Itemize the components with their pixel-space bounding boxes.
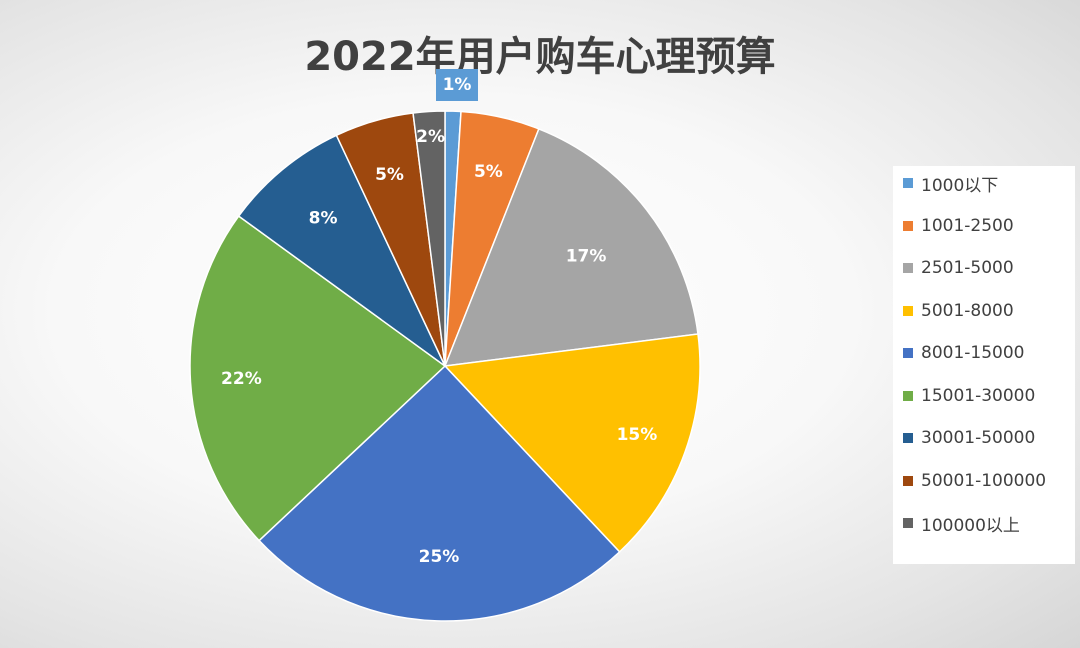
legend-item-5001-8000: 5001-8000: [903, 299, 1014, 323]
legend-label: 50001-100000: [921, 470, 1047, 491]
legend-swatch: [903, 348, 913, 358]
pie-slice-8001-15000: [258, 364, 621, 622]
data-label-8001-15000: 25%: [419, 547, 460, 567]
data-label-50001-100000: 5%: [375, 165, 404, 185]
data-label-box-1000以下: [436, 69, 478, 101]
pie-slice-5001-8000: [443, 333, 701, 553]
legend: 1000以下 1001-2500 2501-5000 5001-8000 8001-15…: [893, 166, 1075, 564]
legend-swatch: [903, 390, 913, 401]
legend-swatch: [903, 220, 913, 231]
data-label-100000以上: 2%: [416, 127, 445, 147]
data-label-15001-30000: 22%: [221, 369, 262, 389]
legend-label: 100000以上: [921, 515, 1020, 536]
legend-label: 5001-8000: [921, 300, 1014, 321]
data-label-1000以下: 1%: [443, 75, 472, 95]
legend-swatch: [903, 518, 913, 528]
legend-item-1000以下: 1000以下: [903, 171, 999, 196]
legend-label: 8001-15000: [921, 343, 1025, 363]
legend-item-30001-50000: 30001-50000: [903, 426, 1035, 450]
pie-slice-15001-30000: [189, 215, 447, 542]
legend-swatch: [903, 178, 913, 188]
legend-item-100000以上: 100000以上: [903, 511, 1020, 536]
pie-slice-100000以上: [412, 110, 446, 367]
legend-swatch: [903, 263, 913, 273]
legend-item-50001-100000: 50001-100000: [903, 469, 1046, 493]
legend-item-15001-30000: 15001-30000: [903, 384, 1035, 408]
legend-swatch: [903, 305, 913, 316]
legend-swatch: [903, 433, 913, 443]
legend-label: 1000以下: [921, 175, 999, 196]
legend-swatch: [903, 475, 913, 486]
data-label-5001-8000: 15%: [617, 425, 658, 445]
legend-label: 1001-2500: [921, 215, 1014, 236]
data-label-30001-50000: 8%: [309, 209, 338, 229]
legend-item-1001-2500: 1001-2500: [903, 214, 1014, 238]
chart-title: 2022年用户购车心理预算: [304, 34, 776, 80]
legend-label: 15001-30000: [921, 385, 1036, 406]
data-label-1001-2500: 5%: [474, 162, 503, 182]
legend-label: 30001-50000: [921, 428, 1036, 448]
legend-item-8001-15000: 8001-15000: [903, 341, 1024, 365]
pie-slice-2501-5000: [443, 127, 699, 367]
legend-label: 2501-5000: [921, 258, 1014, 278]
legend-item-2501-5000: 2501-5000: [903, 256, 1014, 280]
pie-slice-30001-50000: [237, 134, 446, 367]
data-label-2501-5000: 17%: [566, 247, 607, 267]
